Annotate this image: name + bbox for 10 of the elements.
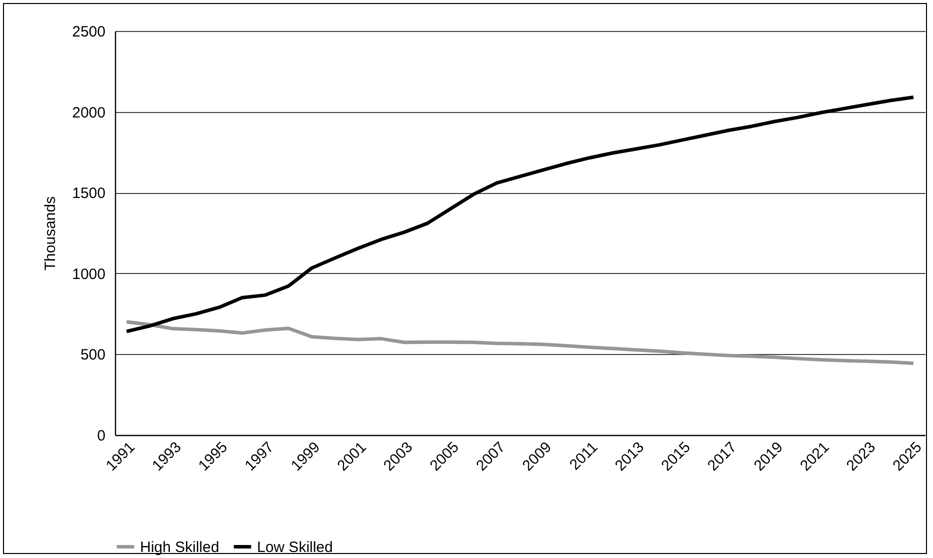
y-tick-label: 0 [97,428,106,444]
y-tick-label: 1500 [72,185,106,202]
y-axis-title: Thousands [42,196,60,271]
line-series [124,320,916,365]
y-tick-label: 1000 [72,266,106,283]
y-tick-label: 500 [80,346,106,364]
y-tick-label: 2000 [72,104,106,122]
y-tick-label: 2500 [72,24,106,40]
legend-label: Low Skilled [257,538,333,556]
legend-label: High Skilled [140,538,220,556]
